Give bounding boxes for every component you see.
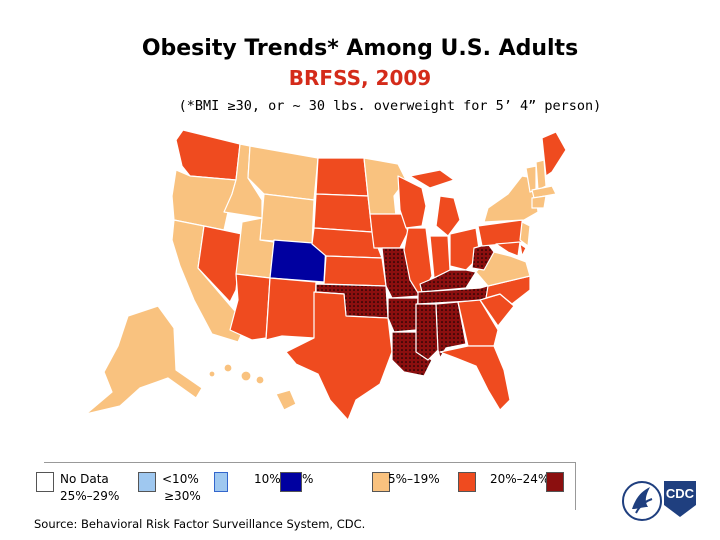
map-title: Obesity Trends* Among U.S. Adults — [141, 36, 579, 61]
legend-label-no-data: No Data — [60, 472, 109, 486]
state-HI — [275, 389, 297, 411]
legend-swatch-20-24 — [458, 472, 476, 492]
state-HI-island — [223, 363, 233, 373]
state-MT — [247, 145, 319, 201]
state-NJ — [519, 221, 531, 247]
state-SD — [313, 193, 373, 233]
state-AK — [85, 305, 203, 415]
cdc-badge: CDC — [664, 481, 696, 517]
state-HI-island — [208, 370, 216, 378]
state-WY — [259, 193, 315, 245]
state-HI-island — [255, 375, 265, 385]
state-ME — [541, 131, 567, 177]
state-NV — [197, 225, 243, 303]
state-MI — [435, 195, 461, 237]
state-TX — [285, 291, 393, 421]
source-citation: Source: Behavioral Risk Factor Surveilla… — [34, 517, 366, 531]
cdc-logo-text: CDC — [666, 486, 695, 501]
state-MA — [531, 185, 557, 199]
state-AR — [387, 297, 419, 333]
state-WA — [175, 129, 241, 181]
legend-swatch-15-19 — [372, 472, 390, 492]
legend-label-lt10: <10% — [162, 472, 199, 486]
bmi-footnote: (*BMI ≥30, or ~ 30 lbs. overweight for 5… — [178, 98, 602, 114]
legend-swatch-no-data — [36, 472, 54, 492]
state-NM — [265, 277, 317, 341]
state-DE — [519, 243, 527, 257]
cdc-logo: CDC — [620, 473, 700, 531]
state-MD — [495, 241, 521, 257]
legend-swatch-lt10 — [138, 472, 156, 492]
state-HI-island — [240, 370, 252, 382]
state-NH — [535, 159, 547, 191]
legend-label-25-29: 25%–29% — [60, 489, 120, 503]
legend-label-20-24: 20%–24% — [490, 472, 550, 486]
legend-box — [44, 462, 576, 510]
legend-label-ge30: ≥30% — [164, 489, 201, 503]
state-MN — [363, 157, 407, 217]
legend-swatch-25-29 — [546, 472, 564, 492]
state-IA — [369, 213, 409, 249]
state-FL — [439, 345, 511, 411]
state-WI — [397, 175, 427, 229]
legend-swatch-ge30 — [214, 472, 228, 492]
state-ND — [315, 157, 369, 197]
state-KS — [323, 255, 387, 287]
state-GA — [457, 299, 499, 347]
legend-swatch-10-14 — [280, 472, 302, 492]
map-subtitle: BRFSS, 2009 — [288, 66, 432, 90]
hhs-eagle-icon — [622, 481, 662, 521]
state-CT — [531, 195, 547, 209]
state-MI-upper — [409, 169, 455, 189]
state-MS — [415, 303, 439, 361]
legend-label-15-19: 5%–19% — [388, 472, 440, 486]
